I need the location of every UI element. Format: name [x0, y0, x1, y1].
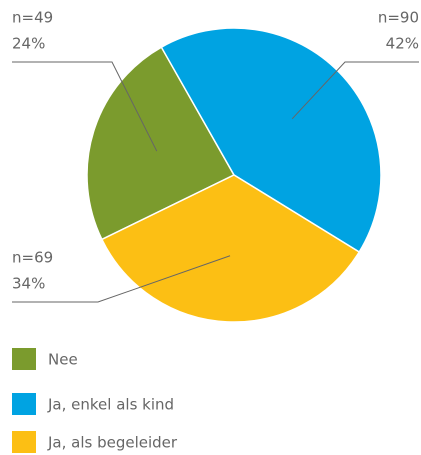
- value-label: 24%: [12, 35, 45, 53]
- pie-slice: [100, 174, 361, 323]
- value-label: 34%: [12, 275, 45, 293]
- legend-swatch: [12, 393, 36, 415]
- pie-slice: [86, 46, 236, 241]
- count-label: n=69: [12, 249, 53, 267]
- leader-line: [291, 61, 419, 120]
- count-label: n=49: [12, 9, 53, 27]
- pie-slice: [160, 27, 382, 254]
- leader-line: [12, 255, 231, 303]
- legend-label: Nee: [48, 351, 78, 369]
- legend-swatch: [12, 348, 36, 370]
- legend-swatch: [12, 431, 36, 453]
- count-label: n=90: [378, 9, 419, 27]
- value-label: 42%: [386, 35, 419, 53]
- legend-label: Ja, enkel als kind: [47, 396, 174, 414]
- legend-label: Ja, als begeleider: [47, 434, 178, 452]
- leader-line: [12, 61, 158, 152]
